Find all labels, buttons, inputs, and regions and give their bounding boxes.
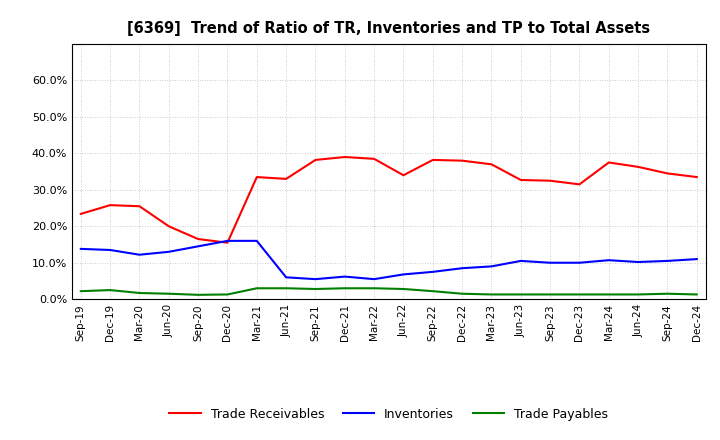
Inventories <box>575 260 584 265</box>
Trade Payables <box>634 292 642 297</box>
Inventories <box>428 269 437 275</box>
Trade Receivables <box>458 158 467 163</box>
Inventories <box>164 249 173 254</box>
Inventories <box>311 276 320 282</box>
Trade Payables <box>516 292 525 297</box>
Trade Receivables <box>575 182 584 187</box>
Inventories <box>223 238 232 243</box>
Inventories <box>76 246 85 252</box>
Trade Payables <box>282 286 290 291</box>
Trade Receivables <box>106 202 114 208</box>
Trade Payables <box>194 292 202 297</box>
Inventories <box>634 259 642 264</box>
Trade Payables <box>693 292 701 297</box>
Legend: Trade Receivables, Inventories, Trade Payables: Trade Receivables, Inventories, Trade Pa… <box>164 403 613 425</box>
Trade Payables <box>605 292 613 297</box>
Trade Receivables <box>370 156 379 161</box>
Trade Payables <box>370 286 379 291</box>
Inventories <box>253 238 261 243</box>
Trade Payables <box>487 292 496 297</box>
Inventories <box>399 272 408 277</box>
Trade Receivables <box>634 164 642 169</box>
Trade Receivables <box>605 160 613 165</box>
Inventories <box>663 258 672 264</box>
Trade Receivables <box>194 236 202 242</box>
Trade Payables <box>311 286 320 292</box>
Trade Receivables <box>341 154 349 160</box>
Trade Payables <box>341 286 349 291</box>
Trade Receivables <box>311 157 320 162</box>
Trade Payables <box>399 286 408 292</box>
Inventories <box>516 258 525 264</box>
Trade Receivables <box>693 174 701 180</box>
Line: Trade Payables: Trade Payables <box>81 288 697 295</box>
Inventories <box>458 266 467 271</box>
Trade Receivables <box>487 161 496 167</box>
Inventories <box>370 276 379 282</box>
Inventories <box>341 274 349 279</box>
Trade Receivables <box>399 172 408 178</box>
Trade Receivables <box>135 204 144 209</box>
Trade Receivables <box>76 211 85 216</box>
Trade Receivables <box>516 177 525 183</box>
Trade Payables <box>164 291 173 297</box>
Trade Receivables <box>223 240 232 246</box>
Line: Inventories: Inventories <box>81 241 697 279</box>
Trade Payables <box>106 287 114 293</box>
Trade Payables <box>575 292 584 297</box>
Trade Receivables <box>546 178 554 183</box>
Trade Payables <box>223 292 232 297</box>
Line: Trade Receivables: Trade Receivables <box>81 157 697 243</box>
Trade Receivables <box>663 171 672 176</box>
Inventories <box>605 257 613 263</box>
Trade Receivables <box>282 176 290 182</box>
Inventories <box>693 257 701 262</box>
Trade Payables <box>663 291 672 297</box>
Inventories <box>487 264 496 269</box>
Title: [6369]  Trend of Ratio of TR, Inventories and TP to Total Assets: [6369] Trend of Ratio of TR, Inventories… <box>127 21 650 36</box>
Trade Payables <box>253 286 261 291</box>
Inventories <box>106 247 114 253</box>
Trade Payables <box>546 292 554 297</box>
Trade Payables <box>135 290 144 296</box>
Inventories <box>546 260 554 265</box>
Trade Receivables <box>428 157 437 162</box>
Inventories <box>282 275 290 280</box>
Trade Receivables <box>164 224 173 229</box>
Trade Payables <box>428 289 437 294</box>
Inventories <box>194 244 202 249</box>
Trade Receivables <box>253 174 261 180</box>
Trade Payables <box>458 291 467 297</box>
Inventories <box>135 252 144 257</box>
Trade Payables <box>76 289 85 294</box>
